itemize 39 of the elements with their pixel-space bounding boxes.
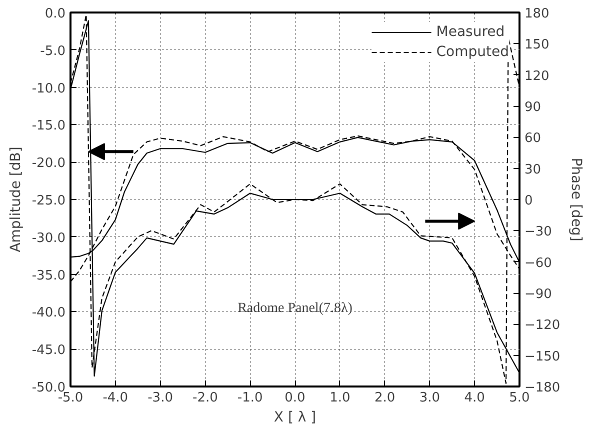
x-tick-label: 4.0: [464, 390, 485, 406]
y2-tick-label: 60: [524, 131, 542, 146]
x-tick-label: -4.0: [102, 390, 128, 406]
y2-tick-label: 150: [524, 38, 550, 53]
y2-tick-label: 120: [524, 68, 550, 84]
y2-tick-label: 90: [524, 100, 542, 115]
y-tick-label: 0.0: [44, 6, 66, 22]
x-tick-label: 0.0: [284, 390, 306, 406]
y2-tick-label: −90: [524, 287, 552, 302]
y-tick-label: -20.0: [32, 156, 66, 172]
y2-tick-label: 0: [524, 194, 533, 208]
y2-tick-label: 180: [524, 6, 550, 22]
y-tick-label: -45.0: [32, 343, 66, 358]
x-tick-label: 3.0: [419, 390, 440, 406]
legend-label: Measured: [436, 24, 505, 40]
y-axis-title: Amplitude [dB]: [8, 146, 24, 252]
y-tick-label: -5.0: [40, 44, 66, 59]
x-tick-label: 1.0: [330, 390, 350, 406]
x-tick-label: 5.0: [509, 390, 530, 406]
y-tick-label: -25.0: [32, 194, 66, 208]
y-tick-label: -30.0: [32, 230, 66, 246]
legend-label: Computed: [436, 44, 509, 60]
x-tick-label: -2.0: [192, 390, 218, 406]
y2-tick-label: 30: [524, 162, 542, 178]
y-tick-label: -35.0: [32, 268, 66, 284]
annotation: Radome Panel(7.8λ): [238, 301, 353, 316]
y-tick-label: -40.0: [32, 306, 66, 321]
y-tick-label: -10.0: [32, 81, 66, 96]
y2-tick-label: −120: [524, 318, 560, 334]
y2-tick-label: −30: [524, 224, 552, 240]
y2-tick-label: −60: [524, 256, 552, 271]
x-tick-label: -5.0: [58, 390, 84, 406]
y2-tick-label: −150: [524, 349, 560, 364]
x-tick-label: 2.0: [374, 390, 396, 406]
y2-axis-title: Phase [deg]: [568, 158, 584, 242]
y-tick-label: -15.0: [32, 118, 66, 134]
x-tick-label: -3.0: [148, 390, 173, 406]
x-tick-label: -1.0: [237, 390, 263, 406]
x-axis-title: X [ λ ]: [274, 410, 316, 426]
